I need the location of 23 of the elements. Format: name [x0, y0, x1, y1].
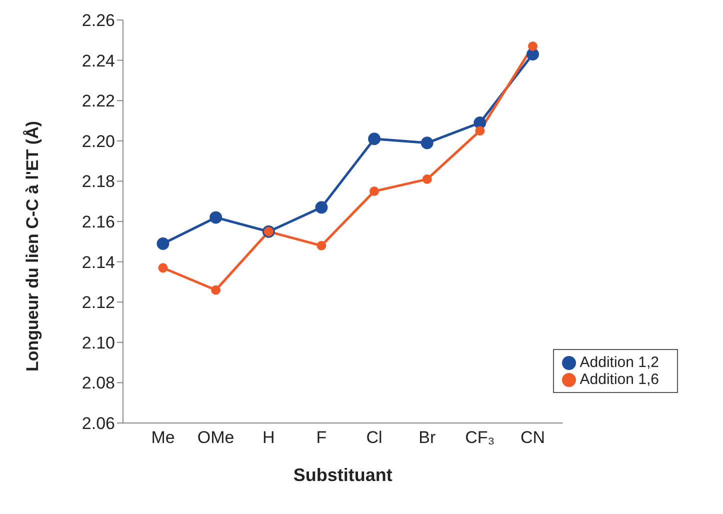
legend-label: Addition 1,2 [580, 354, 659, 371]
x-tick-label: CN [520, 428, 546, 448]
y-tick-label: 2.20 [82, 132, 115, 151]
x-tick-label: Me [151, 428, 175, 448]
y-tick-label: 2.08 [82, 374, 115, 393]
x-tick-label: F [316, 428, 327, 448]
x-tick-label: OMe [197, 428, 234, 448]
x-tick-label: Br [418, 428, 436, 448]
y-axis-title: Longueur du lien C-C à l'ET (Å) [23, 120, 42, 372]
y-tick-label: 2.10 [82, 333, 115, 352]
y-tick-label: 2.22 [82, 92, 115, 111]
x-tick-label: Cl [366, 428, 382, 448]
y-tick-label: 2.18 [82, 172, 115, 192]
y-tick-label: 2.24 [82, 51, 115, 70]
x-tick-label: H [262, 428, 275, 448]
y-tick-label: 2.16 [82, 212, 115, 232]
x-tick-label: CF₃ [465, 428, 495, 448]
y-tick-label: 2.14 [82, 252, 115, 272]
y-tick-label: 2.12 [82, 293, 115, 312]
x-axis-title: Substituant [293, 465, 392, 485]
legend-label: Addition 1,6 [580, 371, 659, 388]
y-tick-label: 2.06 [82, 414, 115, 434]
y-tick-label: 2.26 [82, 11, 115, 30]
